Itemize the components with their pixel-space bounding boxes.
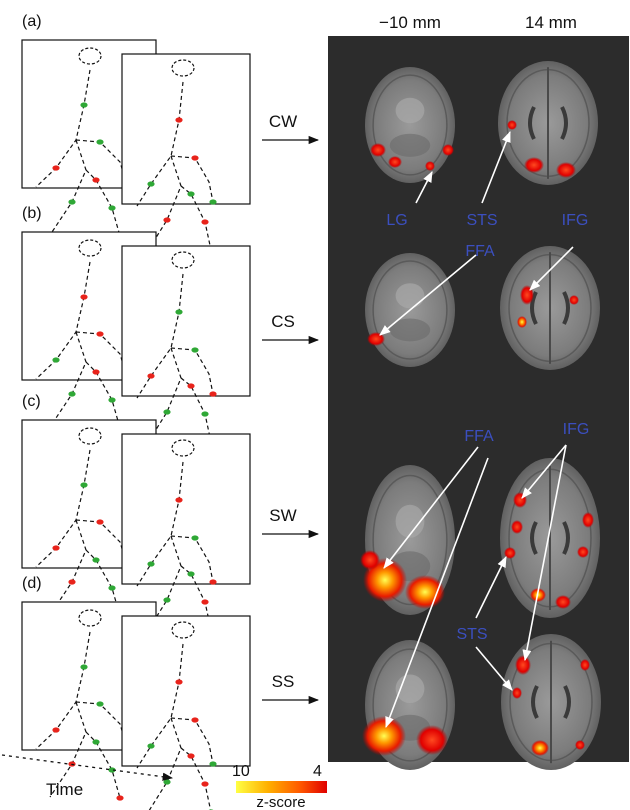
marker-dot	[80, 294, 88, 300]
marker-dot	[96, 331, 104, 337]
marker-dot	[175, 679, 183, 685]
brain-slice-cw-minus10	[365, 67, 455, 183]
region-label-lg: LG	[386, 212, 407, 229]
panel-label-a: (a)	[22, 13, 42, 30]
marker-dot	[108, 205, 116, 211]
frame-front	[121, 433, 251, 585]
column-header-right: 14 mm	[525, 13, 577, 32]
stick-figure-frame-1	[35, 609, 130, 801]
brain-slice-cs-14	[500, 246, 600, 370]
brain-slice-sw-14	[500, 458, 600, 618]
region-label-sts-1: STS	[466, 212, 497, 229]
region-label-ifg-2: IFG	[563, 421, 590, 438]
marker-dot	[80, 664, 88, 670]
marker-dot	[187, 753, 195, 759]
marker-dot	[163, 597, 171, 603]
region-label-ffa-1: FFA	[465, 243, 495, 260]
colorbar-min-label: 4	[313, 763, 322, 780]
condition-label-ss: SS	[272, 672, 295, 691]
condition-label-cw: CW	[269, 112, 297, 131]
stimulus-panel-1: (a) CW	[21, 13, 320, 253]
marker-dot	[175, 117, 183, 123]
frame-front	[121, 245, 251, 397]
marker-dot	[187, 383, 195, 389]
marker-dot	[191, 155, 199, 161]
marker-dot	[52, 357, 60, 363]
marker-dot	[191, 347, 199, 353]
region-label-ifg-1: IFG	[562, 212, 589, 229]
condition-label-cs: CS	[271, 312, 295, 331]
marker-dot	[187, 191, 195, 197]
region-label-sts-2: STS	[456, 626, 487, 643]
time-arrow	[1, 754, 174, 781]
marker-dot	[209, 579, 217, 585]
stimulus-panels: (a) CW (b) CS (c) SW (d) SS	[21, 13, 320, 810]
marker-dot	[191, 717, 199, 723]
stick-figure-frame-2	[136, 59, 217, 253]
marker-dot	[108, 767, 116, 773]
marker-dot	[201, 411, 209, 417]
stimulus-panel-3: (c) SW	[21, 393, 320, 633]
frame-front	[121, 53, 251, 205]
marker-dot	[147, 373, 155, 379]
stimulus-panel-2: (b) CS	[21, 205, 320, 445]
marker-dot	[96, 519, 104, 525]
marker-dot	[96, 701, 104, 707]
marker-dot	[201, 599, 209, 605]
column-header-left: −10 mm	[379, 13, 441, 32]
marker-dot	[80, 102, 88, 108]
marker-dot	[68, 579, 76, 585]
panel-label-b: (b)	[22, 205, 42, 222]
marker-dot	[201, 219, 209, 225]
marker-dot	[68, 199, 76, 205]
brain-slice-cw-14	[498, 61, 598, 185]
marker-dot	[147, 561, 155, 567]
marker-dot	[187, 571, 195, 577]
marker-dot	[92, 177, 100, 183]
marker-dot	[175, 309, 183, 315]
marker-dot	[209, 761, 217, 767]
activations	[360, 120, 594, 756]
marker-dot	[68, 391, 76, 397]
marker-dot	[163, 409, 171, 415]
marker-dot	[80, 482, 88, 488]
marker-dot	[92, 739, 100, 745]
marker-dot	[92, 369, 100, 375]
marker-dot	[147, 181, 155, 187]
stick-figure-frame-2	[136, 621, 217, 810]
brain-slice-ss-14	[501, 634, 601, 770]
marker-dot	[116, 795, 124, 801]
stimulus-panel-4: (d) SS	[21, 575, 320, 810]
annotation-arrows	[379, 130, 574, 729]
marker-dot	[108, 397, 116, 403]
marker-dot	[147, 743, 155, 749]
panel-label-c: (c)	[22, 393, 41, 410]
marker-dot	[209, 391, 217, 397]
colorbar	[236, 781, 327, 793]
marker-dot	[191, 535, 199, 541]
colorbar-title: z-score	[256, 794, 305, 810]
time-label: Time	[46, 780, 83, 799]
condition-label-sw: SW	[269, 506, 296, 525]
region-label-ffa-2: FFA	[464, 428, 494, 445]
marker-dot	[175, 497, 183, 503]
marker-dot	[163, 779, 171, 785]
marker-dot	[209, 199, 217, 205]
marker-dot	[96, 139, 104, 145]
stick-figure-frame-1	[35, 239, 130, 431]
panel-label-d: (d)	[22, 575, 42, 592]
marker-dot	[52, 727, 60, 733]
marker-dot	[52, 545, 60, 551]
marker-dot	[108, 585, 116, 591]
marker-dot	[201, 781, 209, 787]
colorbar-max-label: 10	[232, 763, 250, 780]
marker-dot	[52, 165, 60, 171]
frame-front	[121, 615, 251, 767]
marker-dot	[92, 557, 100, 563]
marker-dot	[163, 217, 171, 223]
